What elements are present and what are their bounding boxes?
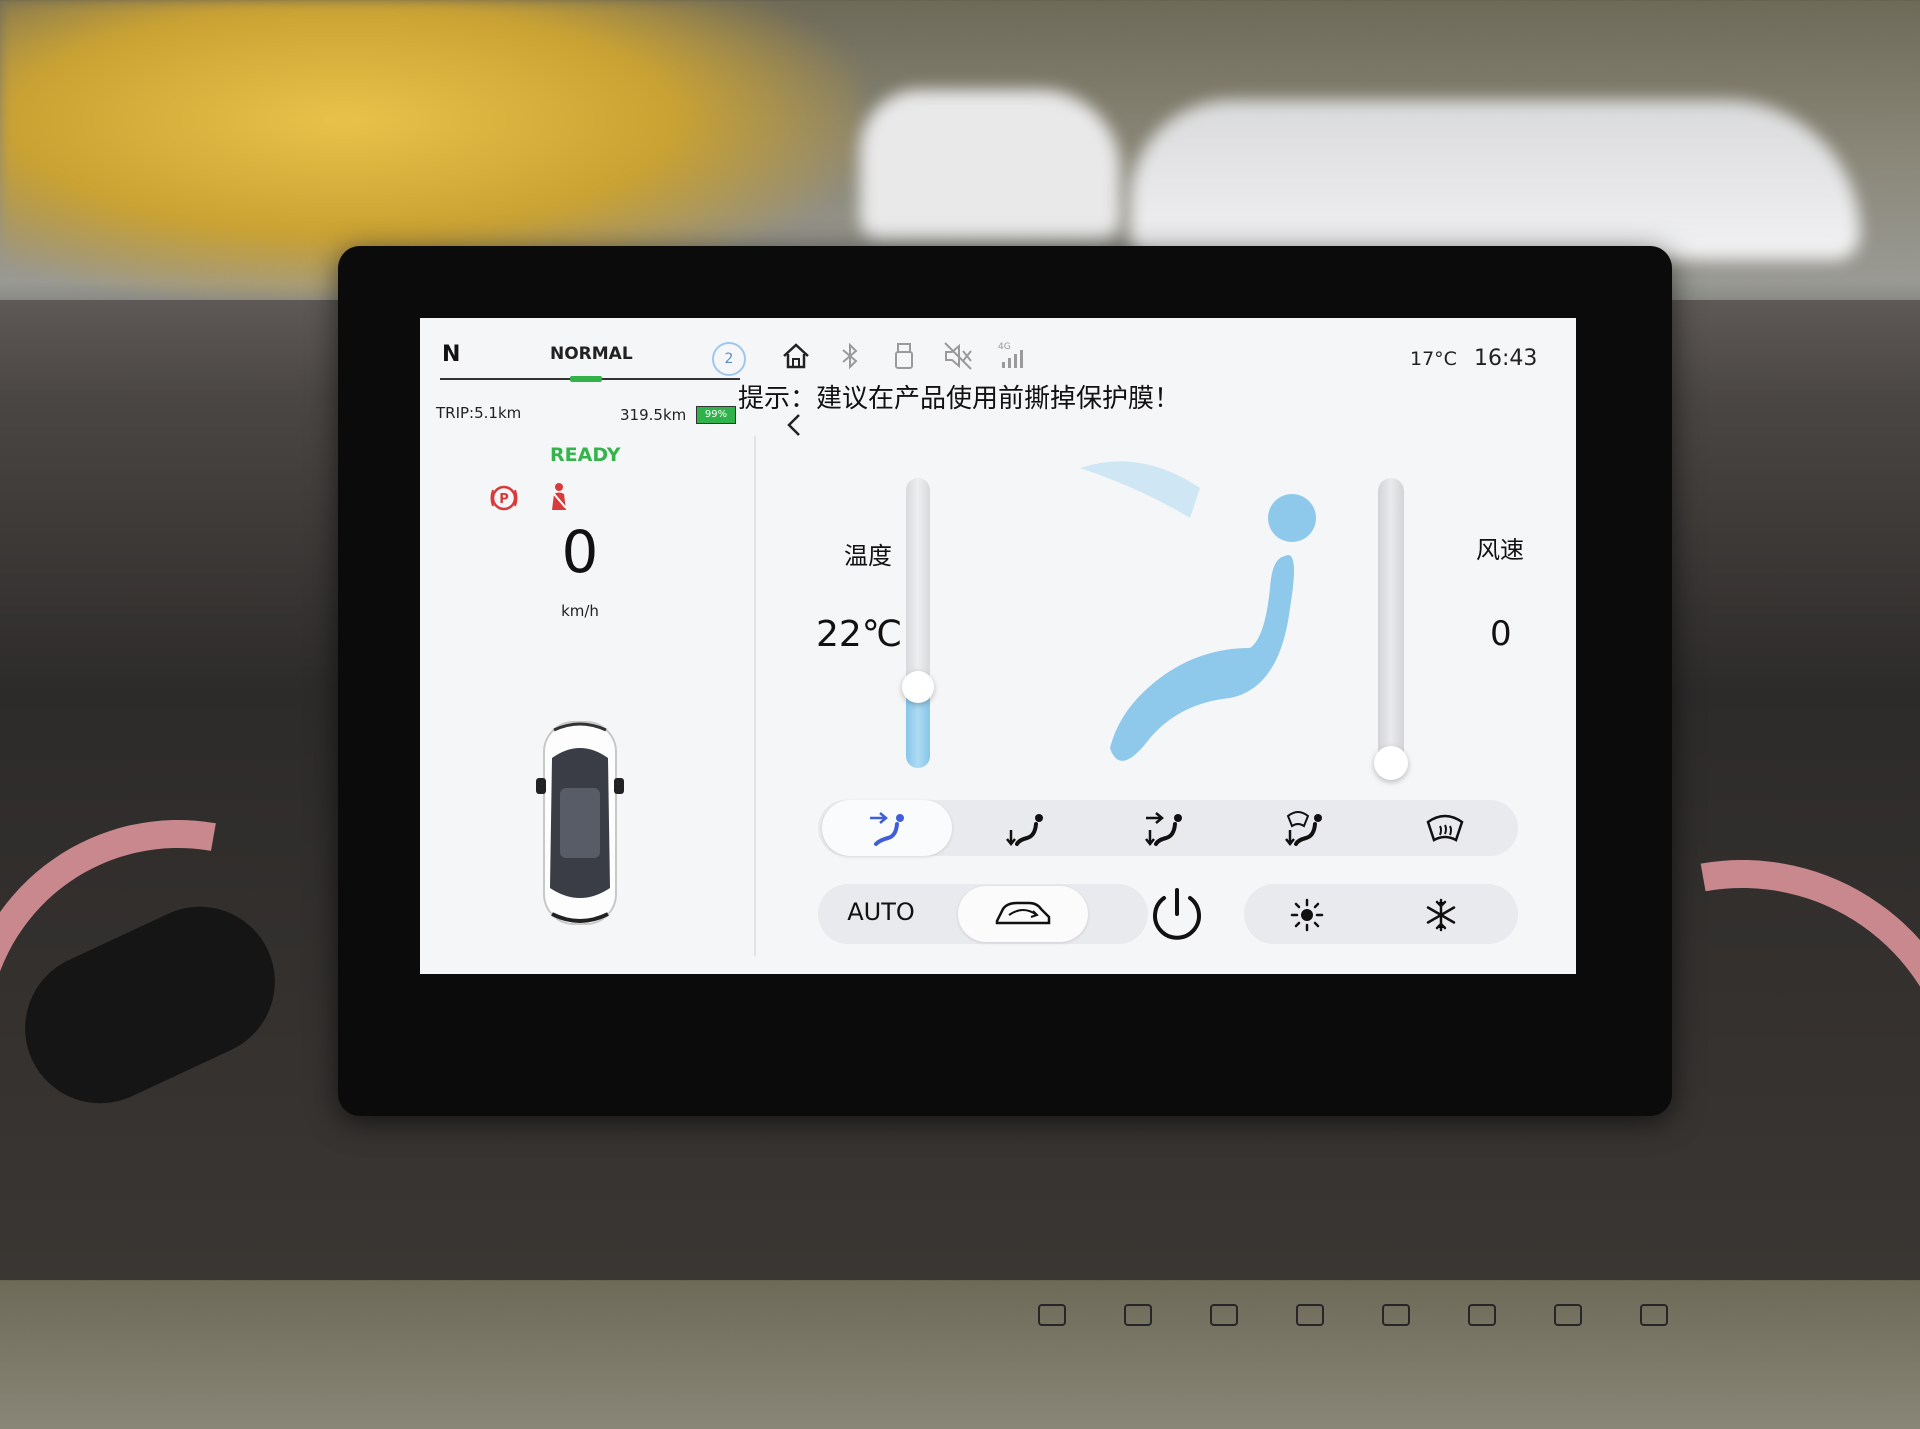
bezel-button[interactable] xyxy=(1468,1304,1496,1326)
range-remaining: 319.5km xyxy=(620,406,687,424)
fan-speed-label: 风速 xyxy=(1476,536,1524,564)
climate-power-icon[interactable] xyxy=(1144,882,1210,948)
battery-level: 99% xyxy=(696,406,736,424)
cool-mode-icon[interactable] xyxy=(1424,898,1458,932)
foot-defrost-icon xyxy=(1285,811,1322,847)
bezel-button[interactable] xyxy=(1640,1304,1668,1326)
ready-indicator: READY xyxy=(550,444,621,466)
bezel-button[interactable] xyxy=(1038,1304,1066,1326)
trip-distance: TRIP:5.1km xyxy=(436,404,522,422)
status-icon-row: 4G xyxy=(780,340,1028,372)
seatbelt-warning-icon xyxy=(552,483,567,510)
bluetooth-icon[interactable] xyxy=(834,340,866,372)
background-car xyxy=(1130,100,1860,260)
temperature-slider[interactable] xyxy=(902,478,934,768)
ac-mode-bar xyxy=(1244,884,1518,944)
foot-defrost-button[interactable] xyxy=(1240,800,1370,856)
face-foot-vent-button[interactable] xyxy=(1100,800,1230,856)
windshield-defrost-button[interactable] xyxy=(1380,800,1510,856)
4g-signal-icon: 4G xyxy=(998,342,1023,368)
temperature-value: 22℃ xyxy=(816,614,903,655)
bezel-button[interactable] xyxy=(1210,1304,1238,1326)
bezel-button[interactable] xyxy=(1382,1304,1410,1326)
clock: 16:43 xyxy=(1474,346,1538,371)
foot-vent-button[interactable] xyxy=(961,800,1091,856)
auto-climate-button[interactable]: AUTO xyxy=(847,898,915,926)
panel-divider xyxy=(754,436,756,956)
drive-mode-marker xyxy=(570,376,602,382)
vehicle-top-view-icon xyxy=(536,721,624,925)
bezel-button[interactable] xyxy=(1296,1304,1324,1326)
signal-label: 4G xyxy=(998,342,1011,352)
fan-speed-slider[interactable] xyxy=(1374,478,1408,780)
infotainment-screen: N NORMAL 2 TRIP:5.1km 319.5km 99% READY … xyxy=(420,318,1576,974)
parking-brake-icon: P xyxy=(490,485,518,511)
svg-text:P: P xyxy=(499,492,509,507)
temperature-slider-knob[interactable] xyxy=(902,671,934,703)
outside-temperature: 17°C xyxy=(1410,348,1457,370)
temperature-label: 温度 xyxy=(844,542,892,570)
usb-icon xyxy=(895,343,913,369)
fan-speed-value: 0 xyxy=(1490,614,1512,654)
gear-indicator: N xyxy=(442,342,461,367)
mute-icon[interactable] xyxy=(942,340,974,372)
recirculation-button[interactable] xyxy=(958,886,1088,942)
home-icon[interactable] xyxy=(780,340,812,372)
notice-text: 提示：建议在产品使用前撕掉保护膜！ xyxy=(738,384,1181,414)
recirculation-icon xyxy=(995,901,1051,925)
bezel-button[interactable] xyxy=(1124,1304,1152,1326)
face-vent-button[interactable] xyxy=(822,800,952,856)
foot-vent-icon xyxy=(1006,814,1043,847)
notification-badge[interactable]: 2 xyxy=(712,342,746,376)
face-foot-vent-icon xyxy=(1145,812,1182,847)
seat-airflow-illustration xyxy=(1080,461,1316,761)
background-car xyxy=(860,90,1120,240)
face-vent-icon xyxy=(870,812,904,846)
bezel-buttons xyxy=(1038,1304,1668,1326)
bezel-button[interactable] xyxy=(1554,1304,1582,1326)
back-arrow-icon[interactable] xyxy=(784,410,804,440)
speed-unit: km/h xyxy=(561,602,599,620)
speed-value: 0 xyxy=(561,518,599,586)
fan-speed-slider-knob[interactable] xyxy=(1374,746,1408,780)
drive-mode[interactable]: NORMAL xyxy=(550,344,633,364)
windshield-defrost-icon xyxy=(1426,814,1464,842)
heat-mode-icon[interactable] xyxy=(1290,898,1324,932)
